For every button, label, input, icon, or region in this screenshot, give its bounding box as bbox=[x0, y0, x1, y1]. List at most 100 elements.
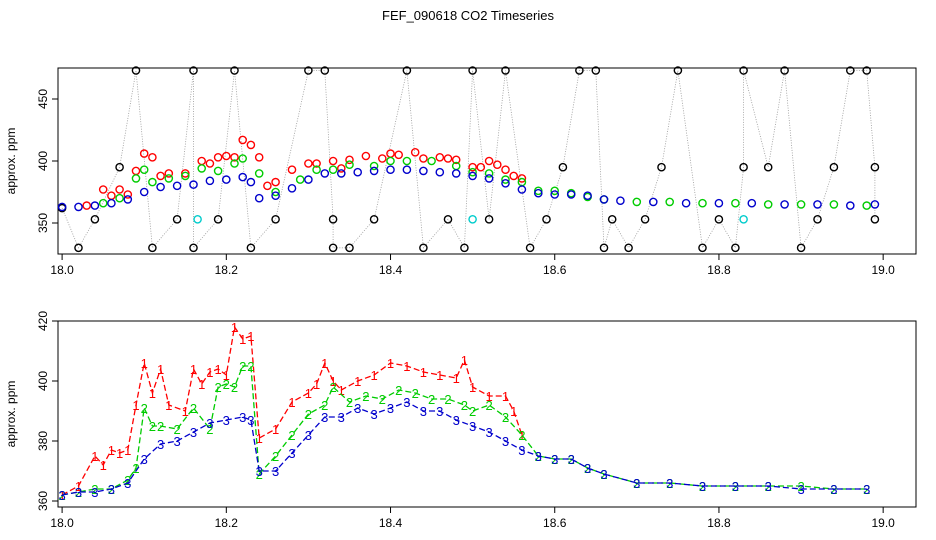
point-label-2: 2 bbox=[272, 449, 279, 464]
point-blue bbox=[402, 165, 412, 174]
x-tick-label: 19.0 bbox=[871, 516, 895, 530]
point-label-1: 1 bbox=[206, 365, 213, 380]
point-label-3: 3 bbox=[765, 479, 772, 494]
point-label-1: 1 bbox=[321, 356, 328, 371]
point-label-2: 2 bbox=[58, 488, 65, 503]
point-red bbox=[345, 155, 354, 165]
series-line-3 bbox=[61, 401, 867, 496]
point-red bbox=[263, 181, 272, 191]
point-blue bbox=[501, 178, 510, 188]
point-black bbox=[328, 214, 338, 224]
point-green bbox=[468, 167, 477, 177]
point-black bbox=[501, 66, 510, 75]
point-blue bbox=[287, 183, 297, 193]
point-label-2: 2 bbox=[329, 380, 336, 395]
point-red bbox=[107, 191, 116, 200]
point-blue bbox=[271, 191, 280, 200]
point-label-2: 2 bbox=[830, 482, 837, 497]
y-axis-label: approx. ppm bbox=[4, 381, 18, 448]
point-label-2: 2 bbox=[149, 419, 156, 434]
point-label-1: 1 bbox=[313, 377, 320, 392]
point-label-3: 3 bbox=[305, 428, 312, 443]
point-label-1: 1 bbox=[75, 479, 82, 494]
x-tick-label: 18.2 bbox=[215, 516, 239, 530]
point-label-2: 2 bbox=[132, 461, 139, 476]
point-label-1: 1 bbox=[116, 446, 123, 461]
point-blue bbox=[846, 201, 855, 210]
point-label-3: 3 bbox=[321, 410, 328, 425]
point-green bbox=[131, 174, 141, 183]
point-label-3: 3 bbox=[830, 482, 837, 497]
point-black bbox=[246, 243, 256, 253]
point-label-2: 2 bbox=[91, 482, 98, 497]
point-label-1: 1 bbox=[91, 449, 98, 464]
point-label-1: 1 bbox=[214, 362, 221, 377]
point-green bbox=[115, 193, 124, 203]
x-tick-label: 18.8 bbox=[707, 263, 731, 277]
point-label-2: 2 bbox=[75, 485, 82, 500]
point-label-3: 3 bbox=[75, 485, 82, 500]
point-label-1: 1 bbox=[518, 428, 525, 443]
point-label-2: 2 bbox=[469, 404, 476, 419]
point-label-1: 1 bbox=[198, 377, 205, 392]
point-blue bbox=[189, 180, 198, 189]
point-label-2: 2 bbox=[395, 383, 402, 398]
point-label-3: 3 bbox=[288, 446, 295, 461]
point-blue bbox=[123, 195, 133, 204]
point-label-1: 1 bbox=[436, 368, 443, 383]
point-red bbox=[139, 149, 149, 158]
point-label-1: 1 bbox=[100, 458, 107, 473]
point-label-2: 2 bbox=[305, 407, 312, 422]
point-black bbox=[698, 243, 707, 253]
point-green bbox=[148, 177, 157, 187]
point-label-3: 3 bbox=[797, 482, 804, 497]
point-green bbox=[164, 174, 174, 183]
point-red bbox=[98, 185, 108, 194]
point-label-3: 3 bbox=[370, 407, 377, 422]
point-green bbox=[369, 161, 379, 171]
point-black bbox=[525, 243, 535, 253]
point-label-3: 3 bbox=[190, 425, 197, 440]
point-blue bbox=[517, 185, 527, 194]
point-blue bbox=[221, 175, 231, 184]
point-label-2: 2 bbox=[502, 410, 509, 425]
point-black bbox=[345, 243, 354, 253]
point-label-3: 3 bbox=[732, 479, 739, 494]
point-red bbox=[492, 160, 502, 169]
point-blue bbox=[254, 193, 264, 203]
point-label-3: 3 bbox=[338, 410, 345, 425]
point-label-2: 2 bbox=[346, 395, 353, 410]
point-label-1: 1 bbox=[256, 431, 263, 446]
point-red bbox=[377, 154, 387, 163]
point-blue bbox=[747, 198, 757, 208]
point-label-1: 1 bbox=[420, 365, 427, 380]
point-black bbox=[731, 243, 740, 253]
point-black bbox=[640, 214, 650, 224]
point-green bbox=[484, 169, 494, 178]
point-blue bbox=[714, 198, 724, 208]
point-black bbox=[763, 162, 773, 172]
point-black bbox=[172, 214, 182, 224]
x-tick-label: 18.4 bbox=[379, 516, 403, 530]
point-label-3: 3 bbox=[469, 419, 476, 434]
point-red bbox=[238, 135, 247, 145]
point-label-2: 2 bbox=[461, 398, 468, 413]
point-label-3: 3 bbox=[551, 452, 558, 467]
point-label-2: 2 bbox=[173, 422, 180, 437]
point-red bbox=[131, 166, 141, 176]
x-tick-label: 18.8 bbox=[707, 516, 731, 530]
point-label-3: 3 bbox=[403, 395, 410, 410]
point-black bbox=[862, 66, 872, 75]
point-blue bbox=[813, 200, 822, 209]
point-green bbox=[763, 200, 773, 209]
point-green bbox=[254, 169, 264, 178]
figure-title: FEF_090618 CO2 Timeseries bbox=[382, 8, 554, 23]
point-blue bbox=[484, 174, 494, 183]
point-label-2: 2 bbox=[247, 359, 254, 374]
point-label-3: 3 bbox=[518, 443, 525, 458]
point-cyan bbox=[468, 214, 477, 224]
y-tick-label: 450 bbox=[36, 89, 50, 109]
point-black bbox=[90, 214, 100, 224]
point-green bbox=[386, 156, 395, 166]
point-label-3: 3 bbox=[173, 434, 180, 449]
